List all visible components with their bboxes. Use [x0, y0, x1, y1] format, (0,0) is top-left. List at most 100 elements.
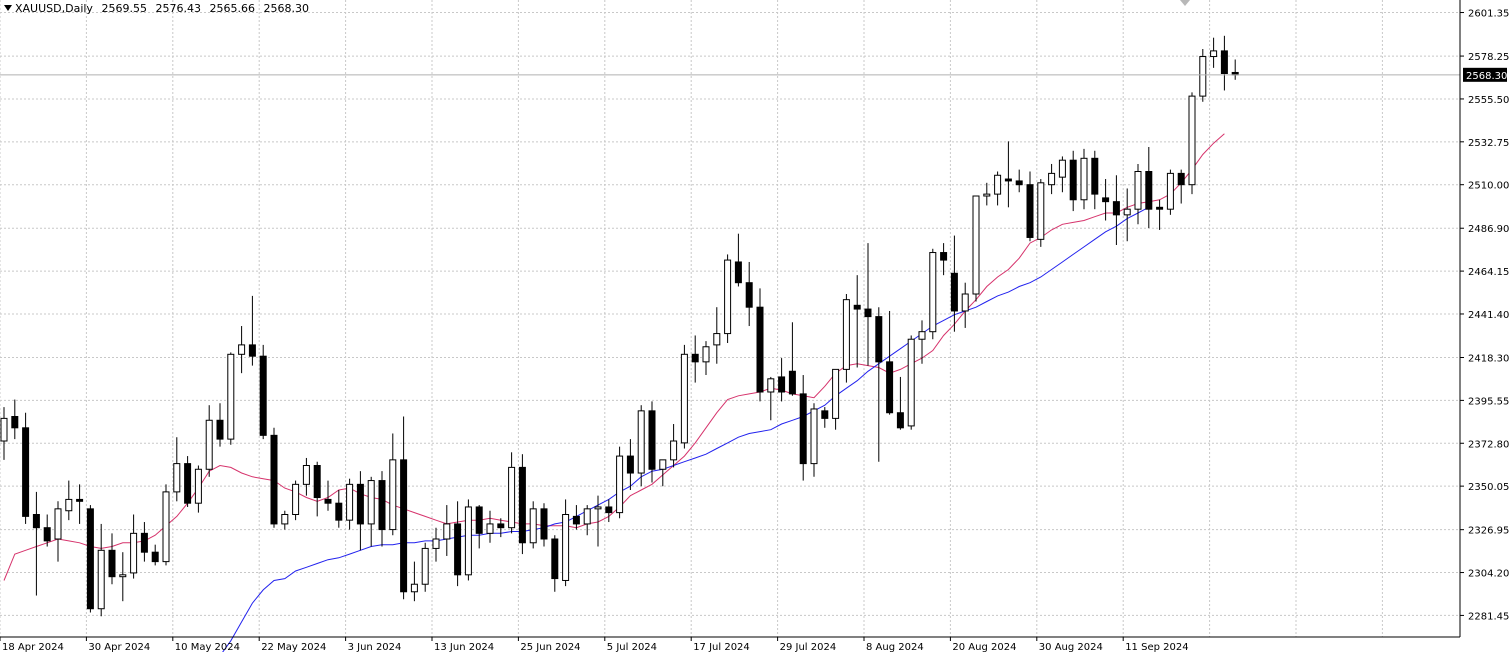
candle-body: [1037, 182, 1045, 240]
candle: [162, 484, 170, 566]
candle: [1058, 156, 1066, 193]
price-tick-label: 2555.50: [1468, 95, 1509, 106]
candle: [745, 261, 753, 327]
candle-body: [583, 508, 591, 525]
candle: [1134, 163, 1142, 225]
candle: [270, 427, 278, 528]
candle-body: [518, 466, 526, 544]
price-tick-label: 2486.90: [1468, 224, 1509, 235]
candle-body: [1210, 50, 1218, 58]
candle-body: [32, 514, 40, 529]
candle: [32, 491, 40, 596]
candlesticks: [0, 35, 1239, 617]
candle-body: [961, 293, 969, 312]
candle: [151, 544, 159, 566]
candle: [335, 490, 343, 528]
candle-body: [821, 410, 829, 419]
candle-body: [54, 508, 62, 540]
candle: [983, 182, 991, 206]
candle: [1004, 141, 1012, 208]
candle-body: [130, 532, 138, 574]
candle: [637, 405, 645, 487]
candle: [940, 243, 948, 276]
candle-body: [605, 506, 613, 514]
candle: [896, 376, 904, 430]
candle-body: [1048, 172, 1056, 186]
time-tick-label: 10 May 2024: [175, 642, 240, 652]
candle: [691, 335, 699, 383]
candle-body: [637, 410, 645, 474]
candle: [702, 341, 710, 376]
candle-body: [864, 308, 872, 318]
candle-body: [724, 259, 732, 335]
candle: [65, 480, 73, 521]
candle: [1177, 169, 1185, 204]
candle-body: [670, 440, 678, 461]
candle: [324, 480, 332, 511]
candle: [594, 495, 602, 547]
candle: [1015, 169, 1023, 193]
candle-body: [184, 463, 192, 504]
candle: [1220, 35, 1228, 91]
dropdown-triangle-icon[interactable]: [4, 5, 12, 11]
candle-body: [994, 174, 1002, 195]
candle-body: [508, 466, 516, 529]
candle: [713, 307, 721, 364]
time-axis-labels: 18 Apr 2024 30 Apr 2024 10 May 2024 22 May …: [2, 642, 1189, 652]
candle: [0, 407, 8, 460]
candle-body: [875, 316, 883, 363]
current-price-tag-label: 2568.30: [1466, 71, 1507, 82]
chart-shift-marker[interactable]: [1180, 0, 1190, 6]
price-tick-label: 2326.95: [1468, 526, 1509, 537]
candle-body: [1156, 206, 1164, 210]
candle-body: [76, 498, 84, 502]
candle: [724, 254, 732, 343]
candle: [1080, 148, 1088, 210]
candle-body: [842, 299, 850, 370]
candle: [1026, 171, 1034, 242]
candle-body: [410, 583, 418, 593]
candle-body: [691, 353, 699, 363]
price-tick-label: 2395.55: [1468, 396, 1509, 407]
time-tick-label: 17 Jul 2024: [693, 642, 750, 652]
candle-body: [454, 523, 462, 576]
time-tick-label: 30 Apr 2024: [88, 642, 150, 652]
candle: [443, 505, 451, 556]
candle-body: [464, 506, 472, 576]
time-tick-label: 13 Jun 2024: [434, 642, 494, 652]
candle: [1037, 179, 1045, 247]
candle: [1091, 150, 1099, 210]
candle: [994, 171, 1002, 206]
candle-body: [356, 483, 364, 525]
candle: [1123, 188, 1131, 242]
candle-body: [594, 506, 602, 510]
candle-body: [1134, 171, 1142, 210]
candle: [475, 505, 483, 549]
candle-body: [292, 483, 300, 516]
candle-body: [540, 508, 548, 540]
candle-body: [205, 419, 213, 470]
candle-body: [1112, 201, 1120, 216]
candle: [616, 446, 624, 519]
candle-body: [896, 412, 904, 429]
candle: [1145, 147, 1153, 229]
candle-body: [248, 344, 256, 357]
candle: [659, 459, 667, 487]
symbol-timeframe: XAUUSD,Daily: [15, 2, 93, 15]
moving-average-lines: [3, 133, 1225, 652]
axes: [0, 0, 1464, 641]
candle-body: [929, 252, 937, 333]
candle-body: [1004, 178, 1012, 182]
chart-shift-triangle-icon[interactable]: [1180, 0, 1190, 6]
candle: [86, 505, 94, 613]
candle-body: [151, 551, 159, 563]
candle-body: [421, 547, 429, 585]
candle-body: [486, 523, 494, 534]
candle: [907, 335, 915, 430]
symbol-info: XAUUSD,Daily 2569.55 2576.43 2565.66 256…: [4, 2, 314, 15]
candle: [378, 471, 386, 547]
time-tick-label: 5 Jul 2024: [607, 642, 657, 652]
candle-body: [140, 532, 148, 553]
